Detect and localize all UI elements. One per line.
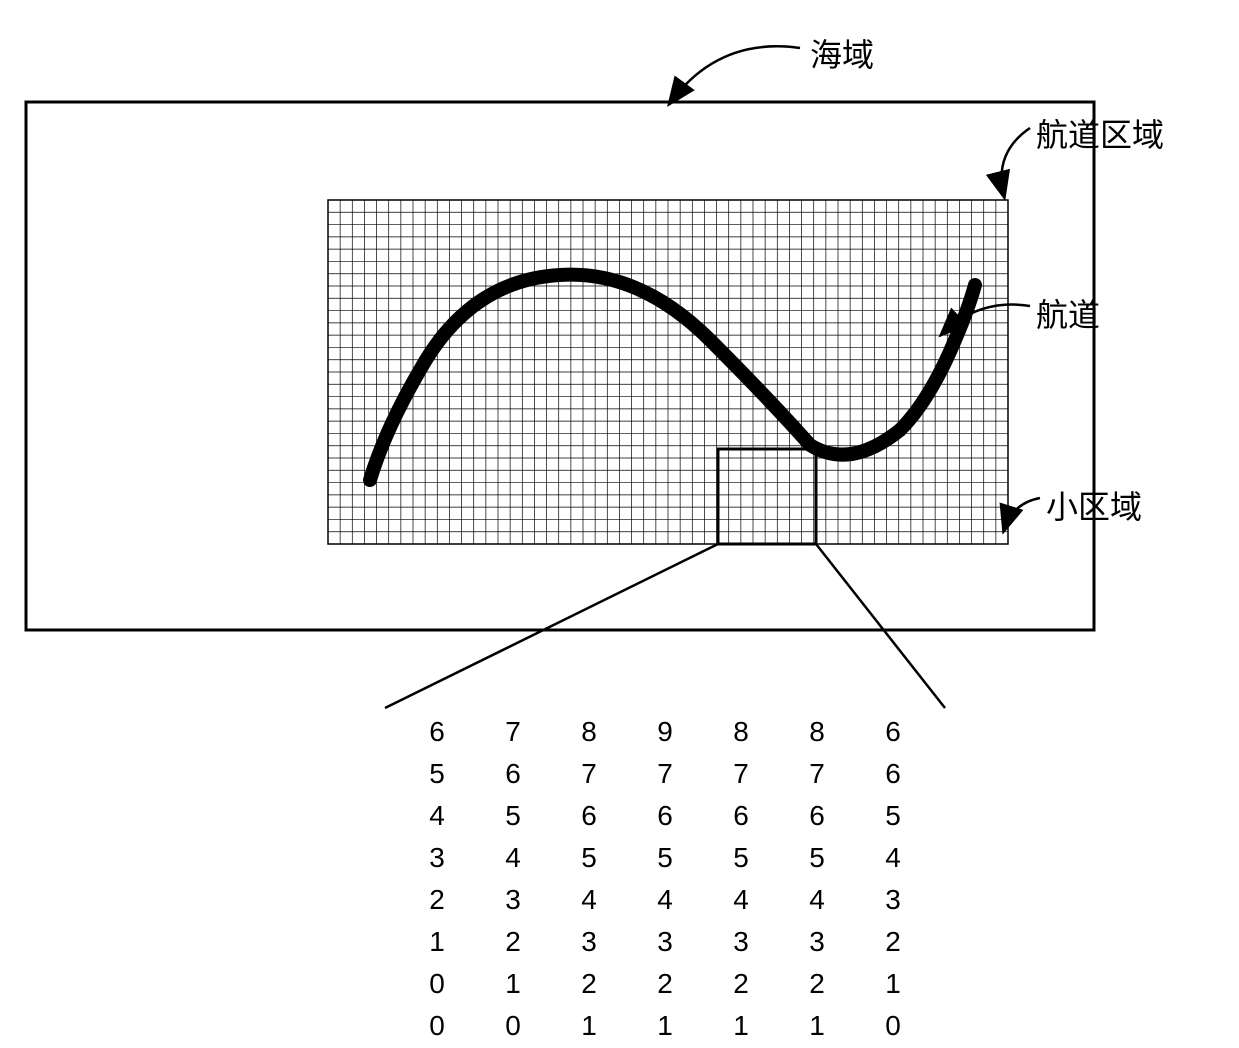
data-matrix-table: 6789886567777645666653455554234444312333… [398,710,932,1048]
data-cell: 3 [628,922,702,962]
data-cell: 2 [628,964,702,1004]
data-cell: 2 [704,964,778,1004]
data-cell: 3 [476,880,550,920]
data-cell: 5 [552,838,626,878]
data-cell: 8 [552,712,626,752]
data-cell: 6 [856,712,930,752]
data-cell: 2 [400,880,474,920]
data-cell: 3 [400,838,474,878]
data-cell: 5 [856,796,930,836]
data-cell: 1 [476,964,550,1004]
data-cell: 3 [552,922,626,962]
data-cell: 1 [780,1006,854,1046]
label-channel-area: 航道区域 [1036,110,1164,156]
data-cell: 7 [628,754,702,794]
data-cell: 6 [780,796,854,836]
data-cell: 4 [476,838,550,878]
data-cell: 0 [476,1006,550,1046]
data-cell: 6 [552,796,626,836]
channel-path [370,275,975,480]
data-cell: 4 [704,880,778,920]
arrow-small-area [1004,498,1040,530]
data-cell: 2 [552,964,626,1004]
data-cell: 0 [856,1006,930,1046]
data-cell: 5 [780,838,854,878]
data-cell: 8 [780,712,854,752]
data-cell: 3 [704,922,778,962]
data-cell: 3 [856,880,930,920]
data-cell: 0 [400,964,474,1004]
data-cell: 9 [628,712,702,752]
data-cell: 6 [476,754,550,794]
data-cell: 1 [552,1006,626,1046]
data-cell: 1 [856,964,930,1004]
arrow-channel-area [1002,128,1030,196]
data-cell: 5 [476,796,550,836]
data-cell: 3 [780,922,854,962]
data-cell: 6 [704,796,778,836]
data-cell: 2 [856,922,930,962]
data-cell: 8 [704,712,778,752]
zoom-line-left [385,544,718,708]
zoom-line-right [816,544,945,708]
data-cell: 4 [856,838,930,878]
data-cell: 7 [552,754,626,794]
data-cell: 4 [628,880,702,920]
data-cell: 5 [704,838,778,878]
data-cell: 7 [704,754,778,794]
data-cell: 6 [400,712,474,752]
sea-area-rect [26,102,1094,630]
data-cell: 1 [704,1006,778,1046]
data-cell: 2 [476,922,550,962]
data-cell: 0 [400,1006,474,1046]
data-cell: 5 [400,754,474,794]
data-cell: 1 [628,1006,702,1046]
data-cell: 2 [780,964,854,1004]
data-cell: 6 [628,796,702,836]
data-cell: 7 [476,712,550,752]
data-cell: 6 [856,754,930,794]
data-cell: 1 [400,922,474,962]
data-cell: 5 [628,838,702,878]
data-cell: 7 [780,754,854,794]
label-sea-area: 海域 [810,30,874,76]
data-cell: 4 [400,796,474,836]
data-cell: 4 [552,880,626,920]
arrow-sea-area [670,46,800,103]
label-channel: 航道 [1036,290,1100,336]
label-small-area: 小区域 [1046,482,1142,528]
data-cell: 4 [780,880,854,920]
channel-area-grid [328,200,1008,544]
